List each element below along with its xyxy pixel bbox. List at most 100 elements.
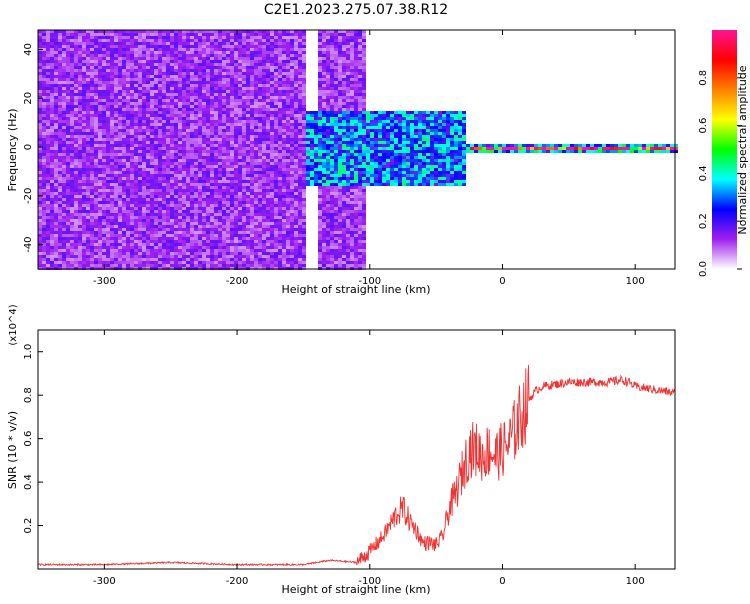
spectrogram-cell	[170, 165, 174, 168]
spectrogram-cell	[210, 186, 214, 189]
spectrogram-cell	[162, 126, 166, 129]
spectrogram-cell	[230, 138, 234, 141]
spectrogram-cell	[278, 78, 282, 81]
spectrogram-cell	[206, 252, 210, 255]
spectrogram-cell	[178, 72, 182, 75]
spectrogram-cell	[218, 48, 222, 51]
spectrogram-cell	[42, 150, 46, 153]
spectrogram-cell	[150, 54, 154, 57]
spectrogram-cell	[46, 177, 50, 180]
spectrogram-cell	[134, 96, 138, 99]
spectrogram-cell	[178, 243, 182, 246]
spectrogram-cell	[258, 213, 262, 216]
spectrogram-cell	[242, 105, 246, 108]
spectrogram-cell	[206, 174, 210, 177]
spectrogram-cell	[102, 240, 106, 243]
spectrogram-cell	[274, 105, 278, 108]
spectrogram-cell	[174, 156, 178, 159]
spectrogram-cell	[194, 96, 198, 99]
spectrogram-cell	[198, 36, 202, 39]
spectrogram-cell	[46, 120, 50, 123]
spectrogram-cell	[254, 51, 258, 54]
spectrogram-cell	[230, 33, 234, 36]
spectrogram-cell	[286, 117, 290, 120]
spectrogram-cell	[254, 219, 258, 222]
spectrogram-cell	[282, 261, 286, 264]
spectrogram-cell	[66, 72, 70, 75]
spectrogram-cell	[122, 66, 126, 69]
spectrogram-cell	[70, 162, 74, 165]
spectrogram-cell	[262, 192, 266, 195]
spectrogram-cell	[126, 219, 130, 222]
spectrogram-cell	[202, 225, 206, 228]
spectrogram-cell	[222, 75, 226, 78]
spectrogram-cell	[122, 201, 126, 204]
spectrogram-cell	[274, 153, 278, 156]
spectrogram-cell	[134, 141, 138, 144]
spectrogram-cell	[150, 189, 154, 192]
spectrogram-cell	[126, 264, 130, 267]
spectrogram-cell	[258, 234, 262, 237]
spectrogram-cell	[138, 129, 142, 132]
spectrogram-cell	[214, 180, 218, 183]
spectrogram-cell	[198, 264, 202, 267]
spectrogram-cell	[98, 30, 102, 33]
spectrogram-cell	[50, 165, 54, 168]
spectrogram-cell	[258, 87, 262, 90]
spectrogram-cell	[178, 45, 182, 48]
spectrogram-cell	[90, 165, 94, 168]
spectrogram-cell	[142, 69, 146, 72]
spectrogram-cell	[50, 264, 54, 267]
spectrogram-cell	[238, 231, 242, 234]
spectrogram-cell	[122, 189, 126, 192]
spectrogram-cell	[194, 204, 198, 207]
spectrogram-cell	[126, 255, 130, 258]
spectrogram-cell	[66, 261, 70, 264]
spectrogram-cell	[82, 168, 86, 171]
spectrogram-cell	[194, 150, 198, 153]
spectrogram-cell	[54, 264, 58, 267]
spectrogram-cell	[54, 210, 58, 213]
spectrogram-cell	[118, 219, 122, 222]
spectrogram-cell	[146, 108, 150, 111]
spectrogram-cell	[82, 87, 86, 90]
spectrogram-cell	[194, 198, 198, 201]
spectrogram-cell	[226, 72, 230, 75]
spectrogram-cell	[206, 99, 210, 102]
spectrogram-cell	[230, 174, 234, 177]
spectrogram-cell	[270, 180, 274, 183]
spectrogram-cell	[74, 60, 78, 63]
spectrogram-cell	[74, 93, 78, 96]
spectrogram-cell	[154, 30, 158, 33]
spectrogram-cell	[202, 81, 206, 84]
spectrogram-cell	[78, 99, 82, 102]
spectrogram-cell	[266, 171, 270, 174]
spectrogram-cell	[282, 54, 286, 57]
spectrogram-cell	[114, 57, 118, 60]
spectrogram-cell	[234, 171, 238, 174]
spectrogram-cell	[166, 198, 170, 201]
spectrogram-cell	[122, 186, 126, 189]
spectrogram-cell	[242, 75, 246, 78]
spectrogram-cell	[158, 72, 162, 75]
spectrogram-cell	[110, 78, 114, 81]
spectrogram-cell	[246, 201, 250, 204]
spectrogram-cell	[154, 204, 158, 207]
spectrogram-cell	[114, 243, 118, 246]
spectrogram-cell	[198, 90, 202, 93]
spectrogram-cell	[70, 144, 74, 147]
spectrogram-cell	[126, 135, 130, 138]
spectrogram-cell	[142, 45, 146, 48]
spectrogram-cell	[94, 171, 98, 174]
spectrogram-cell	[138, 252, 142, 255]
spectrogram-cell	[222, 201, 226, 204]
spectrogram-cell	[282, 96, 286, 99]
spectrogram-cell	[134, 195, 138, 198]
spectrogram-cell	[158, 105, 162, 108]
spectrogram-cell	[38, 123, 42, 126]
spectrogram-cell	[238, 252, 242, 255]
spectrogram-cell	[194, 36, 198, 39]
spectrogram-cell	[70, 60, 74, 63]
spectrogram-cell	[186, 171, 190, 174]
spectrogram-cell	[166, 216, 170, 219]
